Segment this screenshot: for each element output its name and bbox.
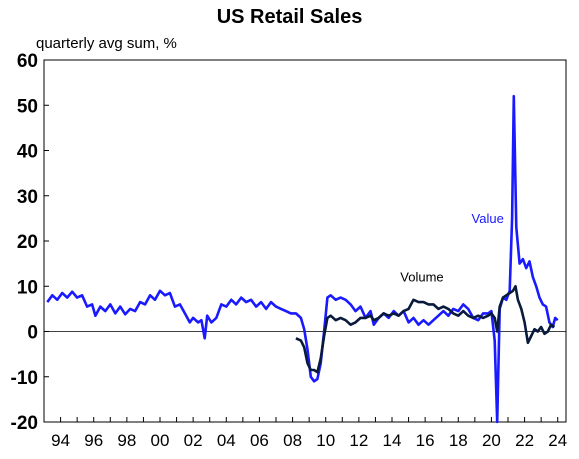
x-tick-label: 96	[84, 431, 103, 450]
y-tick-label: -10	[11, 368, 38, 389]
x-axis: 94 96 98 00 02 04 06 08 10 12 14 16 18 20 22 24	[43, 417, 567, 450]
x-tick-label: 06	[250, 431, 269, 450]
x-tick-label: 24	[548, 431, 567, 450]
series-label-value: Value	[472, 211, 504, 226]
chart-subtitle: quarterly avg sum, %	[36, 35, 177, 52]
x-tick-label: 20	[482, 431, 501, 450]
x-tick-label: 94	[51, 431, 70, 450]
series-label-volume: Volume	[400, 270, 443, 285]
x-tick-label: 14	[383, 431, 402, 450]
x-tick-label: 00	[151, 431, 170, 450]
series-layer	[46, 94, 559, 424]
x-tick-label: 22	[515, 431, 534, 450]
y-tick-label: 0	[27, 323, 38, 344]
y-axis: -20 -10 0 10 20 30 40 50 60	[11, 51, 49, 434]
y-tick-label: 30	[17, 187, 38, 208]
series-line-volume	[295, 285, 556, 374]
x-tick-label: 04	[217, 431, 236, 450]
x-tick-label: 18	[449, 431, 468, 450]
y-tick-label: 40	[17, 142, 38, 163]
x-tick-label: 02	[184, 431, 203, 450]
y-tick-label: 20	[17, 232, 38, 253]
x-tick-label: 98	[117, 431, 136, 450]
plot-frame	[43, 59, 567, 423]
y-tick-label: -20	[11, 413, 38, 434]
y-tick-label: 50	[17, 96, 38, 117]
series-line-value	[46, 94, 559, 424]
y-tick-label: 10	[17, 277, 38, 298]
x-tick-label: 16	[416, 431, 435, 450]
x-tick-label: 08	[283, 431, 302, 450]
x-tick-label: 10	[316, 431, 335, 450]
x-tick-label: 12	[349, 431, 368, 450]
chart-title: US Retail Sales	[217, 6, 363, 28]
y-tick-label: 60	[17, 51, 38, 72]
annotations: Value Volume	[400, 211, 504, 285]
